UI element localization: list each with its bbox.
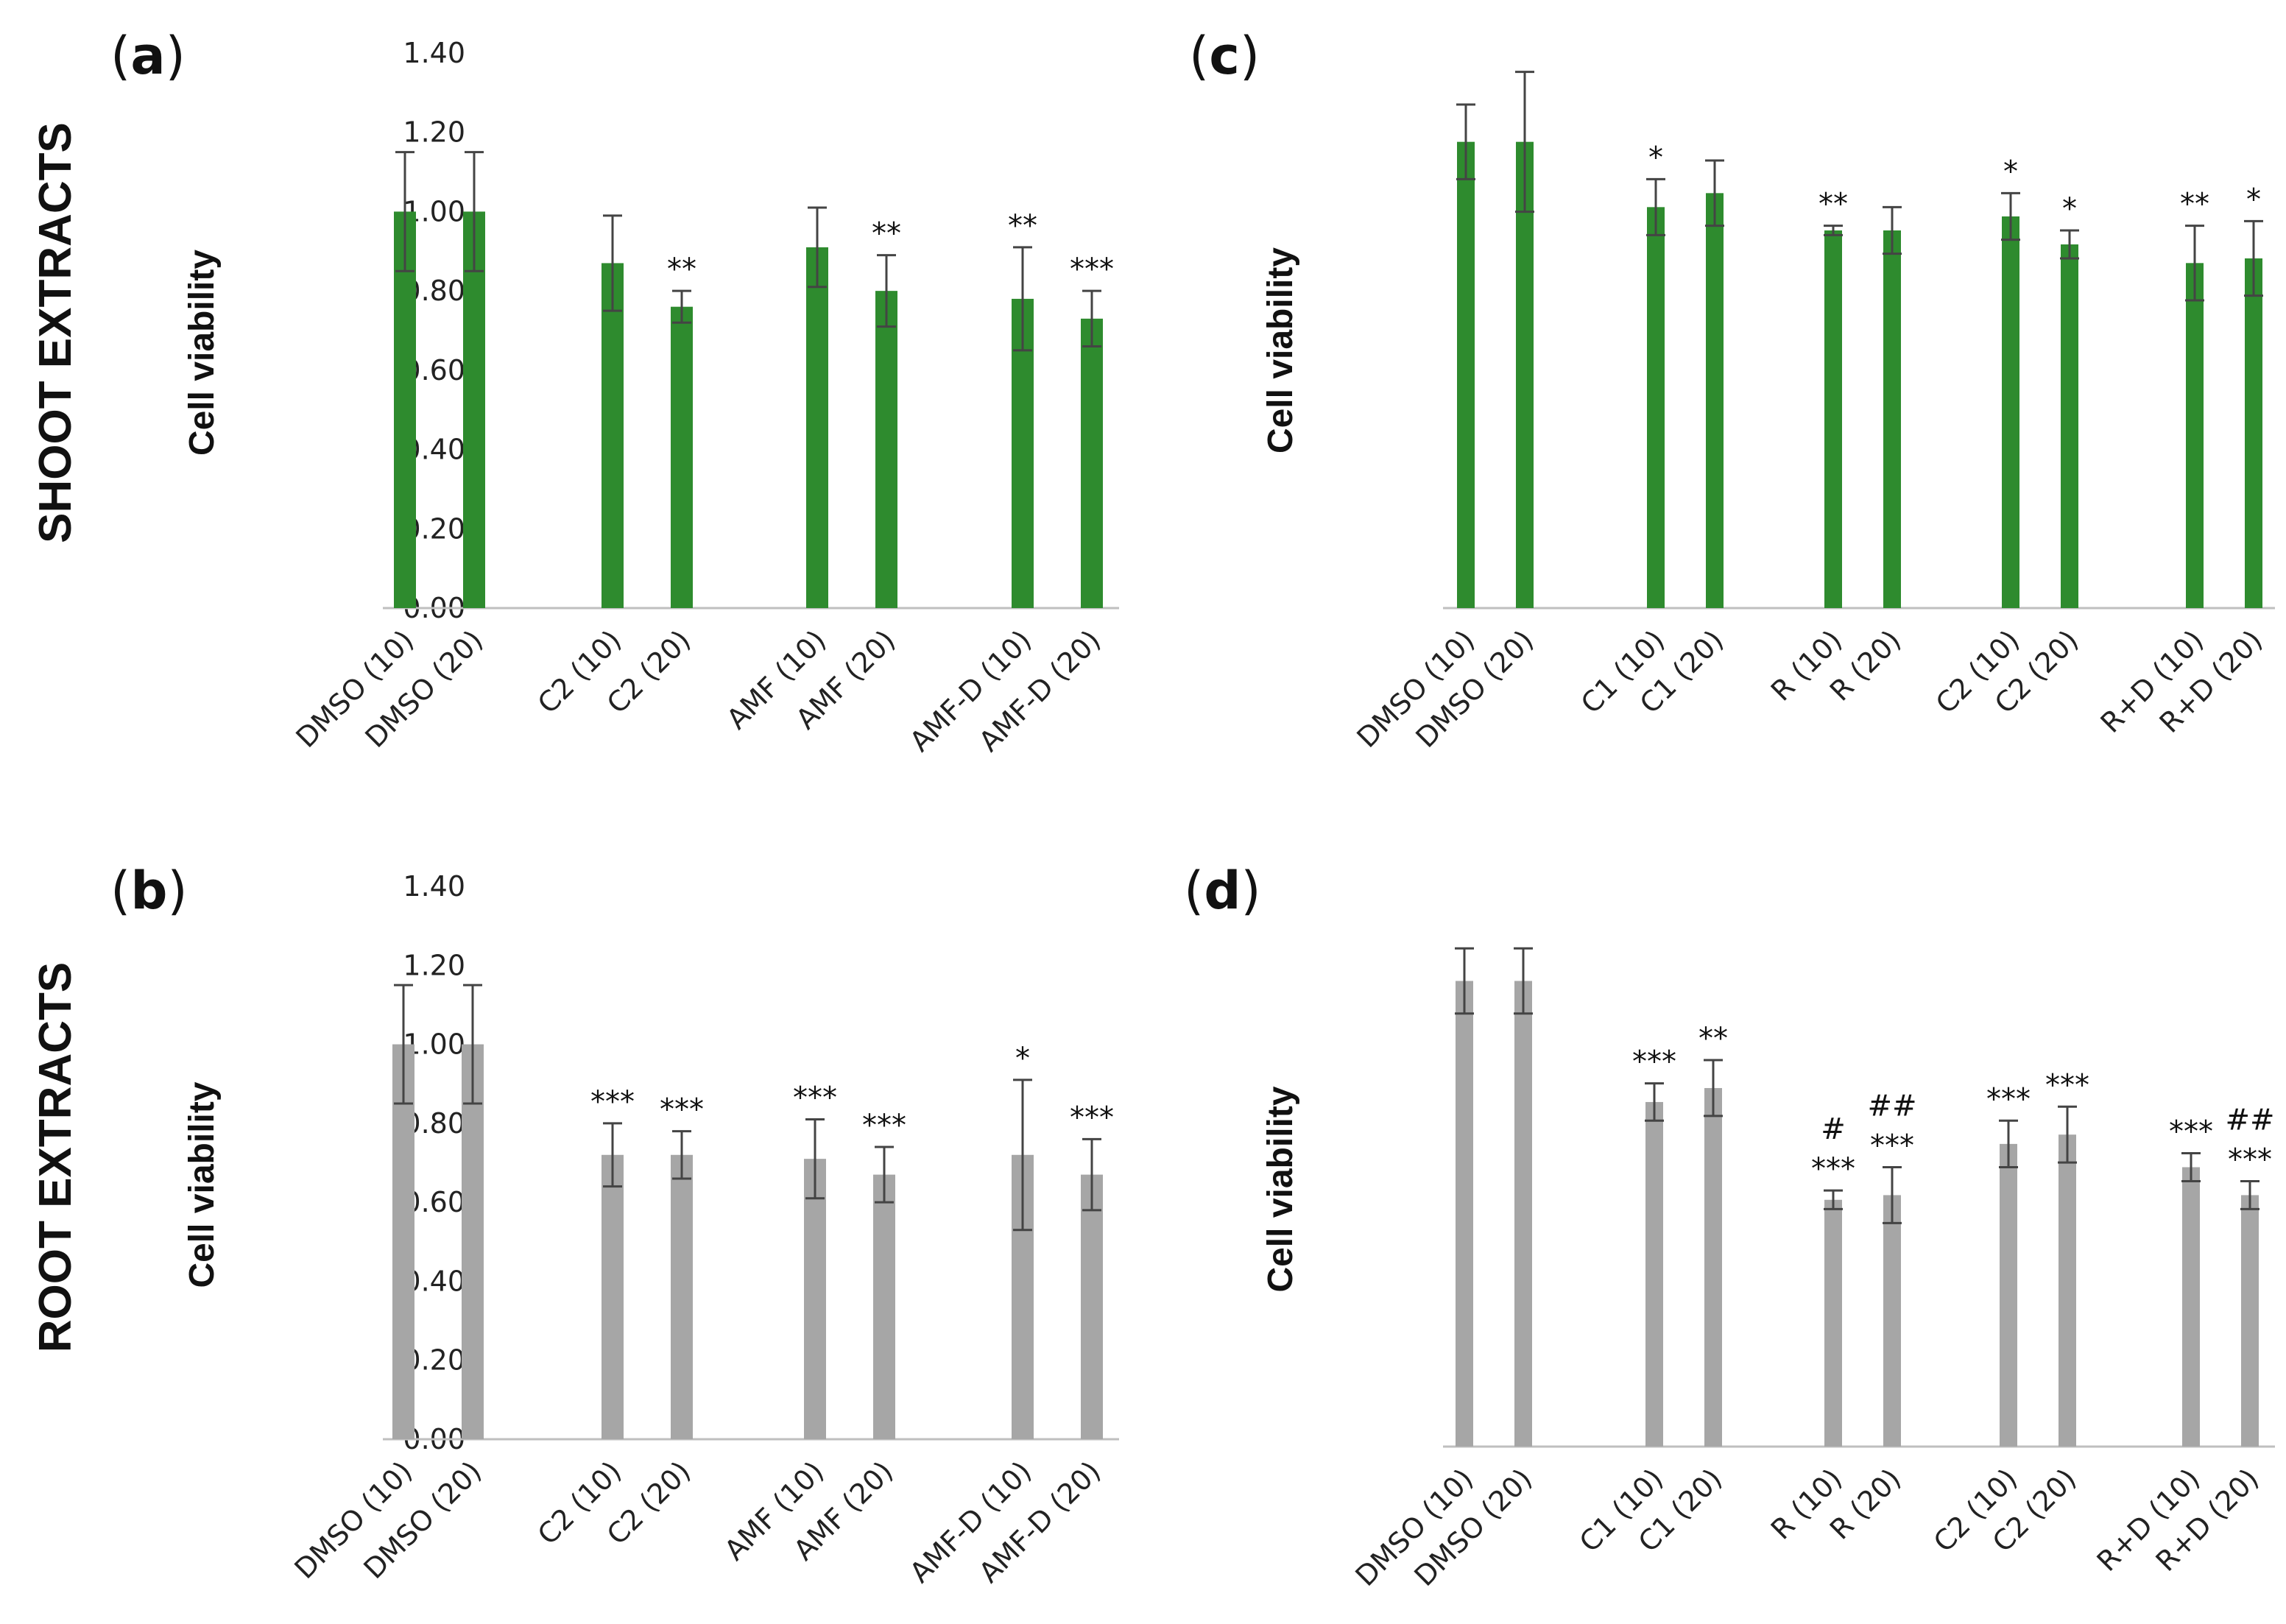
significance-label: #: [1821, 1112, 1846, 1146]
panel-label-close: ): [1241, 861, 1260, 921]
panel-label: (c): [1189, 26, 1260, 86]
significance-label: ##: [1867, 1090, 1916, 1123]
significance-label: ***: [2045, 1068, 2089, 1102]
bar: [873, 1174, 895, 1439]
bar: [1516, 141, 1534, 608]
bar: [2002, 216, 2019, 608]
panel-label-open: (: [1184, 861, 1204, 921]
y-axis-title: Cell viability: [1261, 247, 1300, 453]
y-tick-label: 1.20: [403, 949, 465, 981]
panel-label-letter: c: [1209, 26, 1240, 86]
bar: [671, 306, 693, 608]
significance-label: ***: [590, 1085, 635, 1119]
panel-label: (a): [110, 26, 186, 86]
panel-label-open: (: [110, 861, 130, 921]
row-label-root: ROOT EXTRACTS: [30, 962, 81, 1352]
significance-label: *: [2003, 155, 2018, 188]
bar: [1824, 230, 1842, 608]
significance-label: ***: [1986, 1082, 2031, 1116]
y-tick-label: 1.40: [403, 870, 465, 903]
panel-label: (b): [110, 861, 188, 921]
bar: [1514, 981, 1532, 1447]
panel-label-open: (: [1189, 26, 1209, 86]
significance-label: ***: [862, 1109, 906, 1143]
bar: [2241, 1195, 2259, 1447]
significance-label: ***: [1811, 1152, 1855, 1186]
panel-label-letter: b: [130, 861, 167, 921]
y-axis-title: Cell viability: [183, 1081, 222, 1288]
significance-label: ***: [793, 1081, 837, 1115]
significance-label: *: [1015, 1042, 1030, 1076]
bar: [602, 263, 624, 608]
bar: [2186, 263, 2204, 608]
significance-label: ***: [1870, 1129, 1914, 1163]
y-axis-title: Cell viability: [183, 250, 222, 456]
bar: [1647, 207, 1665, 608]
bar: [463, 211, 485, 608]
panel-label-letter: a: [130, 26, 165, 86]
significance-label: ***: [1070, 253, 1114, 286]
chart-panel-d: (d)0.000.200.400.600.801.001.20Cell viab…: [1184, 861, 2275, 1592]
y-axis-title: Cell viability: [1261, 1086, 1300, 1292]
significance-label: ***: [2169, 1115, 2213, 1149]
bar: [1645, 1101, 1663, 1447]
panel-label-open: (: [110, 26, 130, 86]
bar: [1883, 230, 1901, 608]
bar: [1706, 193, 1724, 608]
significance-label: ***: [660, 1093, 704, 1127]
bar: [394, 211, 416, 608]
panel-label: (d): [1184, 861, 1261, 921]
significance-label: **: [1008, 209, 1037, 243]
significance-label: **: [1698, 1022, 1728, 1056]
bar: [671, 1154, 693, 1439]
bar: [2245, 258, 2262, 608]
bar: [1883, 1195, 1901, 1447]
significance-label: **: [2180, 188, 2209, 222]
panel-label-close: ): [167, 861, 187, 921]
panel-label-close: ): [166, 26, 186, 86]
bar: [1081, 318, 1103, 608]
significance-label: *: [1648, 141, 1663, 174]
bar: [392, 1044, 414, 1439]
row-label-shoot: SHOOT EXTRACTS: [30, 122, 81, 543]
significance-label: *: [2246, 183, 2261, 216]
bar: [2059, 1134, 2076, 1447]
significance-label: ***: [1632, 1045, 1676, 1079]
bar: [804, 1159, 826, 1439]
significance-label: **: [667, 253, 696, 286]
bar: [2182, 1167, 2200, 1447]
y-tick-label: 1.40: [403, 37, 465, 69]
significance-label: *: [2062, 192, 2077, 226]
bar: [2061, 244, 2078, 608]
panel-label-close: ): [1240, 26, 1260, 86]
bar: [1456, 981, 1473, 1447]
bar: [462, 1044, 484, 1439]
bar: [1824, 1199, 1842, 1447]
bar: [806, 247, 828, 608]
significance-label: **: [1818, 188, 1848, 222]
bar: [875, 291, 897, 608]
bar: [602, 1154, 624, 1439]
bar: [2000, 1143, 2017, 1447]
y-tick-label: 1.20: [403, 116, 465, 149]
significance-label: ***: [1070, 1101, 1114, 1134]
bar: [1457, 141, 1475, 608]
significance-label: **: [872, 217, 901, 251]
bar: [1081, 1174, 1103, 1439]
chart-panel-c: (c)0.000.200.400.600.801.001.20Cell viab…: [1189, 26, 2275, 754]
panel-label-letter: d: [1204, 861, 1241, 921]
chart-panel-b: (b)0.000.200.400.600.801.001.201.40Cell …: [110, 861, 1119, 1589]
significance-label: ***: [2228, 1143, 2272, 1176]
chart-panel-a: (a)0.000.200.400.600.801.001.201.40Cell …: [110, 26, 1119, 758]
bar: [1704, 1087, 1722, 1447]
significance-label: ##: [2225, 1103, 2274, 1137]
